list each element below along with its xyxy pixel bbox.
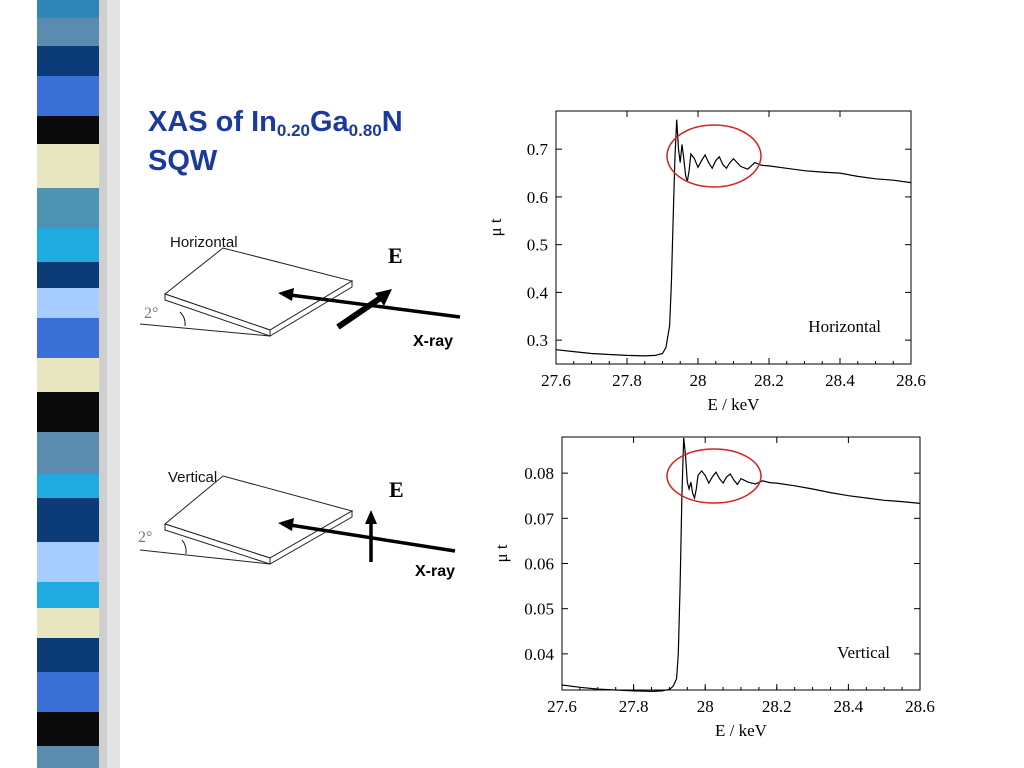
y-tick-label: 0.6 (527, 188, 548, 207)
vertical-geometry-diagram: 2° Vertical E X-ray (138, 469, 456, 580)
y-tick-label: 0.4 (527, 283, 549, 302)
angle-label: 2° (138, 529, 152, 546)
y-tick-label: 0.08 (524, 464, 554, 483)
y-tick-label: 0.05 (524, 600, 554, 619)
x-tick-label: 28.4 (834, 697, 864, 716)
x-tick-label: 27.6 (547, 697, 577, 716)
base-line (139, 549, 271, 565)
vertical-xas-chart: 27.6 27.8 28 28.2 28.4 28.6 0.04 0.05 0.06 0.07 0.… (492, 436, 935, 740)
series-line (555, 119, 912, 357)
angle-label: 2° (144, 305, 158, 322)
base-line (139, 323, 271, 337)
horizontal-geometry-diagram: 2° Horizontal E X-ray (139, 234, 461, 350)
x-tick-label: 28.4 (825, 371, 855, 390)
xray-arrowhead (278, 518, 294, 531)
highlight-ellipse (666, 124, 762, 188)
diagram-label: Vertical (168, 469, 217, 486)
angle-arc (181, 539, 187, 555)
e-field-arrow (336, 294, 384, 330)
xray-arrowhead (278, 288, 294, 301)
x-tick-label: 28 (697, 697, 714, 716)
angle-arc (179, 311, 186, 327)
xray-beam-arrow (289, 293, 461, 319)
x-tick-label: 27.8 (619, 697, 649, 716)
e-field-arrowhead (365, 510, 377, 524)
chart-annotation: Horizontal (808, 317, 881, 336)
chart-annotation: Vertical (837, 643, 890, 662)
xray-label: X-ray (413, 333, 453, 350)
x-tick-label: 27.6 (541, 371, 571, 390)
xray-label: X-ray (415, 563, 455, 580)
x-axis-label: E / keV (708, 395, 761, 414)
sample-plate-side (269, 280, 353, 337)
highlight-ellipse (666, 448, 762, 504)
title-line-1: XAS of In0.20Ga0.80N (148, 106, 403, 140)
y-tick-label: 0.04 (524, 645, 554, 664)
y-axis-label: μ t (492, 544, 511, 562)
x-axis-label: E / keV (715, 721, 768, 740)
y-tick-label: 0.7 (527, 140, 549, 159)
sample-plate-side (269, 510, 353, 565)
y-tick-label: 0.06 (524, 555, 554, 574)
sample-plate-top (163, 475, 354, 559)
title-line-2: SQW (148, 145, 218, 177)
y-tick-label: 0.07 (524, 509, 554, 528)
x-tick-label: 28.2 (762, 697, 792, 716)
decorative-stripe-bar (0, 0, 120, 768)
y-tick-label: 0.5 (527, 236, 548, 255)
sample-plate-top (163, 247, 354, 331)
x-tick-label: 28.6 (896, 371, 926, 390)
y-tick-label: 0.3 (527, 331, 548, 350)
e-field-arrowhead (375, 289, 392, 306)
e-field-label: E (388, 243, 403, 268)
horizontal-xas-chart: 27.6 27.8 28 28.2 28.4 28.6 0.3 0.4 0.5 0.6 0.7 E /… (486, 110, 926, 414)
diagram-label: Horizontal (170, 234, 238, 251)
x-tick-label: 28 (690, 371, 707, 390)
x-tick-label: 27.8 (612, 371, 642, 390)
x-tick-label: 28.2 (754, 371, 784, 390)
y-axis-label: μ t (486, 218, 505, 236)
x-tick-label: 28.6 (905, 697, 935, 716)
e-field-label: E (389, 477, 404, 502)
series-line (561, 437, 921, 693)
slide-title: XAS of In0.20Ga0.80N SQW (148, 103, 403, 181)
